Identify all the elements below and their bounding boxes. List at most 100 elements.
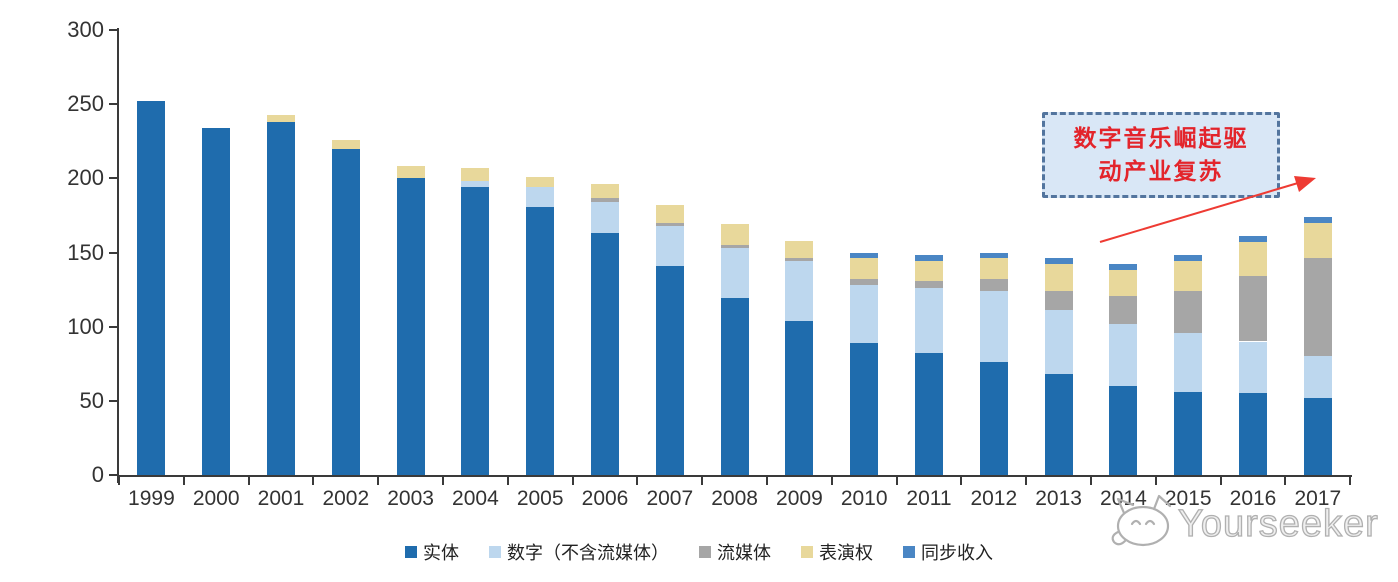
legend-label: 实体 xyxy=(423,543,459,563)
bar-segment xyxy=(1044,258,1073,265)
legend-label: 流媒体 xyxy=(717,543,771,563)
bar-segment xyxy=(1109,270,1138,296)
bar-segment xyxy=(655,222,684,226)
bar-segment xyxy=(785,240,814,259)
bar-segment xyxy=(591,202,619,234)
bar-segment xyxy=(979,252,1008,259)
bar-segment xyxy=(720,248,749,299)
bar-segment xyxy=(526,176,555,188)
bar-segment xyxy=(785,258,814,262)
bar-segment xyxy=(591,197,619,203)
bar-segment xyxy=(461,181,490,188)
x-axis-year-label: 2011 xyxy=(906,487,952,510)
bar-segment xyxy=(396,166,425,179)
bar-segment xyxy=(396,178,425,475)
bar-segment xyxy=(1239,276,1267,342)
annotation-text-line: 数字音乐崛起驱 xyxy=(1073,125,1249,151)
x-axis-year-label: 2007 xyxy=(646,487,694,510)
y-axis-line xyxy=(117,28,119,483)
bar-segment xyxy=(1109,323,1138,386)
bar-segment xyxy=(202,127,231,475)
bar-segment xyxy=(720,298,749,475)
bar-segment xyxy=(267,121,295,475)
bar-segment xyxy=(526,206,555,475)
legend-swatch xyxy=(405,546,417,558)
x-axis-year-label: 2002 xyxy=(322,487,370,510)
bar-segment xyxy=(655,265,684,475)
x-tick xyxy=(1349,477,1352,485)
bar-segment xyxy=(850,279,879,286)
x-axis-year-label: 2009 xyxy=(776,487,823,510)
bar-segment xyxy=(1174,255,1203,262)
x-tick xyxy=(1219,477,1222,485)
x-tick xyxy=(571,477,574,485)
legend-swatch xyxy=(801,546,813,558)
bar-segment xyxy=(1044,264,1073,292)
x-tick xyxy=(377,477,380,485)
bar-segment xyxy=(720,224,749,246)
x-axis-line xyxy=(117,475,1352,477)
legend: 实体 数字（不含流媒体） 流媒体 表演权 同步收入 xyxy=(0,538,1398,566)
y-tick-label: 200 xyxy=(67,165,104,191)
y-tick-label: 100 xyxy=(67,313,104,339)
x-axis-year-label: 2005 xyxy=(516,487,564,510)
legend-item: 表演权 xyxy=(801,539,873,565)
bar-segment xyxy=(1109,264,1138,271)
bar-segment xyxy=(1239,341,1267,394)
bar-segment xyxy=(1303,356,1332,398)
bar-segment xyxy=(526,187,555,207)
x-tick xyxy=(312,477,315,485)
x-axis-year-label: 2004 xyxy=(452,487,499,510)
x-axis-year-label: 2015 xyxy=(1164,487,1212,510)
bar-segment xyxy=(461,167,490,182)
x-tick xyxy=(506,477,509,485)
x-tick xyxy=(701,477,704,485)
x-tick xyxy=(1154,477,1157,485)
bar-segment xyxy=(979,291,1008,363)
bar-segment xyxy=(850,342,879,475)
bar-segment xyxy=(979,362,1008,475)
x-axis-year-label: 1999 xyxy=(128,487,175,510)
x-tick xyxy=(118,477,120,485)
x-tick xyxy=(895,477,898,485)
bar-segment xyxy=(461,187,490,475)
bar-segment xyxy=(979,279,1008,292)
y-tick-label: 0 xyxy=(91,462,104,487)
bar-segment xyxy=(591,233,619,475)
bar-segment xyxy=(1174,332,1203,392)
legend-swatch xyxy=(903,546,915,558)
bar-segment xyxy=(850,258,879,280)
x-tick xyxy=(1025,477,1028,485)
bar-segment xyxy=(1044,291,1073,311)
bar-segment xyxy=(1239,242,1267,277)
bar-segment xyxy=(1044,310,1073,375)
bar-segment xyxy=(915,255,943,262)
y-tick-label: 150 xyxy=(67,239,104,265)
x-axis-year-label: 2012 xyxy=(970,487,1018,510)
y-tick xyxy=(109,103,117,106)
x-axis-year-label: 2016 xyxy=(1229,487,1277,510)
legend-swatch xyxy=(489,546,501,558)
bar-segment xyxy=(331,139,360,149)
legend-item: 数字（不含流媒体） xyxy=(489,539,669,565)
legend-label: 表演权 xyxy=(819,543,873,563)
bar-segment xyxy=(1174,391,1203,475)
bar-segment xyxy=(1174,291,1203,333)
x-tick xyxy=(830,477,833,485)
bar-segment xyxy=(915,280,943,289)
legend-item: 同步收入 xyxy=(903,539,993,565)
bar-segment xyxy=(915,353,943,475)
bar-segment xyxy=(915,288,943,354)
bar-segment xyxy=(137,101,166,475)
bar-segment xyxy=(331,148,360,475)
annotation-callout: 数字音乐崛起驱 动产业复苏 xyxy=(1042,112,1280,198)
legend-item: 流媒体 xyxy=(699,539,771,565)
bar-segment xyxy=(1303,216,1332,223)
legend-item: 实体 xyxy=(405,539,459,565)
bar-segment xyxy=(979,258,1008,280)
x-axis-year-label: 2001 xyxy=(257,487,305,510)
bar-segment xyxy=(850,252,879,259)
x-tick xyxy=(1090,477,1092,485)
x-tick xyxy=(1284,477,1287,485)
